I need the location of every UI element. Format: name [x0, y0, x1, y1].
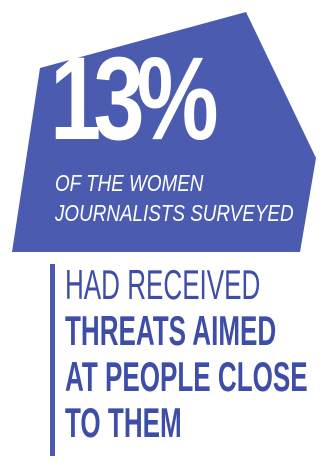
detail-line-4: TO THEM — [65, 399, 182, 446]
stat-caption-line-2: JOURNALISTS SURVEYED — [55, 200, 294, 226]
detail-text: HAD RECEIVED THREATS AIMED AT PEOPLE CLO… — [65, 262, 308, 446]
detail-line-3: AT PEOPLE CLOSE — [65, 353, 308, 400]
stat-badge-polygon — [12, 12, 316, 252]
detail-line-2: THREATS AIMED — [65, 307, 277, 354]
detail-line-1: HAD RECEIVED — [65, 261, 261, 308]
stat-caption-line-1: OF THE WOMEN — [55, 170, 204, 196]
accent-bar — [50, 264, 55, 456]
stat-percentage: 13% — [50, 33, 219, 165]
stat-caption: OF THE WOMEN JOURNALISTS SURVEYED — [55, 168, 294, 228]
stat-badge-shape — [12, 12, 316, 252]
